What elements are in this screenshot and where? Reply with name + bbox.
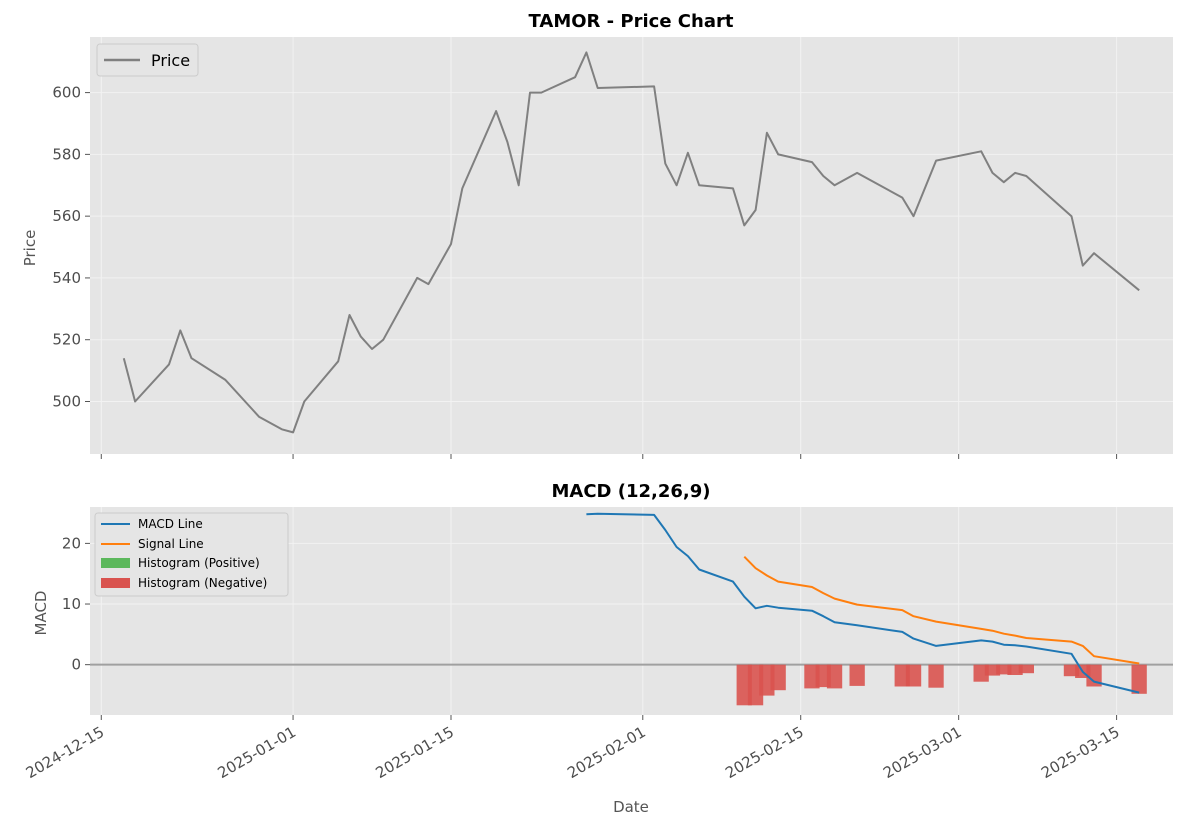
macd-x-ticks: 2024-12-15 2025-01-01 2025-01-15 2025-02-01… — [23, 715, 1123, 782]
histogram-bar-negative — [826, 664, 843, 689]
x-tick-label: 2025-03-15 — [1038, 723, 1123, 782]
price-y-tick-label: 600 — [52, 84, 81, 102]
price-y-tick-label: 520 — [52, 331, 81, 349]
histogram-bar-negative — [770, 664, 786, 691]
price-legend-box — [96, 43, 199, 77]
signal-line-legend-label: Signal Line — [138, 537, 204, 551]
histogram-bar-negative — [1063, 664, 1080, 677]
histogram-negative-legend-label: Histogram (Negative) — [138, 576, 267, 590]
histogram-bar-negative — [1131, 664, 1147, 694]
x-tick-label: 2025-02-15 — [722, 723, 807, 782]
x-tick-label: 2024-12-15 — [23, 723, 108, 782]
histogram-bar-negative — [984, 664, 1001, 676]
histogram-positive-legend-swatch — [101, 558, 130, 568]
x-tick-label: 2025-01-15 — [372, 723, 457, 782]
macd-x-axis-label: Date — [613, 798, 649, 816]
price-legend: Price — [96, 43, 199, 77]
signal-line — [743, 555, 1140, 665]
macd-line-legend-label: MACD Line — [138, 517, 203, 531]
price-y-tick-label: 500 — [52, 392, 81, 410]
macd-line — [586, 512, 1140, 694]
macd-y-axis-label: MACD — [32, 591, 50, 636]
macd-y-tick-label: 0 — [71, 656, 81, 674]
price-chart-title: TAMOR - Price Chart — [529, 11, 734, 32]
price-y-tick-label: 580 — [52, 145, 81, 163]
price-y-axis-label: Price — [21, 230, 39, 267]
x-tick-label: 2025-03-01 — [880, 723, 965, 782]
macd-chart-title: MACD (12,26,9) — [551, 481, 710, 502]
macd-legend-box — [94, 512, 289, 597]
price-gridlines — [90, 37, 1173, 454]
price-x-ticks — [100, 454, 1118, 459]
macd-legend: MACD Line Signal Line Histogram (Positiv… — [94, 512, 289, 597]
x-tick-label: 2025-02-01 — [564, 723, 649, 782]
macd-y-ticks: 0 10 20 — [62, 534, 90, 674]
macd-y-tick-label: 10 — [62, 595, 81, 613]
histogram-positive-legend-label: Histogram (Positive) — [138, 556, 260, 570]
x-tick-label: 2025-01-01 — [215, 723, 300, 782]
histogram-bar-negative — [996, 664, 1012, 675]
macd-y-tick-label: 20 — [62, 534, 81, 552]
histogram-bar-negative — [1018, 664, 1034, 674]
price-y-tick-label: 560 — [52, 207, 81, 225]
price-y-tick-label: 540 — [52, 269, 81, 287]
histogram-bar-negative — [1086, 664, 1102, 687]
histogram-bar-negative — [928, 664, 944, 688]
macd-panel: 0 10 20 2024-12-15 2025-01-01 2025-01-15 2025… — [23, 481, 1173, 816]
histogram-bar-negative — [1007, 664, 1023, 675]
price-series — [122, 51, 1140, 434]
price-legend-label: Price — [151, 51, 190, 70]
histogram-bar-negative — [905, 664, 922, 687]
price-plot-background — [90, 37, 1173, 454]
price-line — [122, 51, 1140, 434]
price-y-ticks: 500 520 540 560 580 600 — [52, 84, 90, 410]
macd-series-lines — [586, 512, 1140, 694]
histogram-negative-legend-swatch — [101, 578, 130, 588]
histogram-bar-negative — [849, 664, 865, 686]
price-panel: 500 520 540 560 580 600 TAMOR - Price Chart P… — [21, 11, 1173, 459]
